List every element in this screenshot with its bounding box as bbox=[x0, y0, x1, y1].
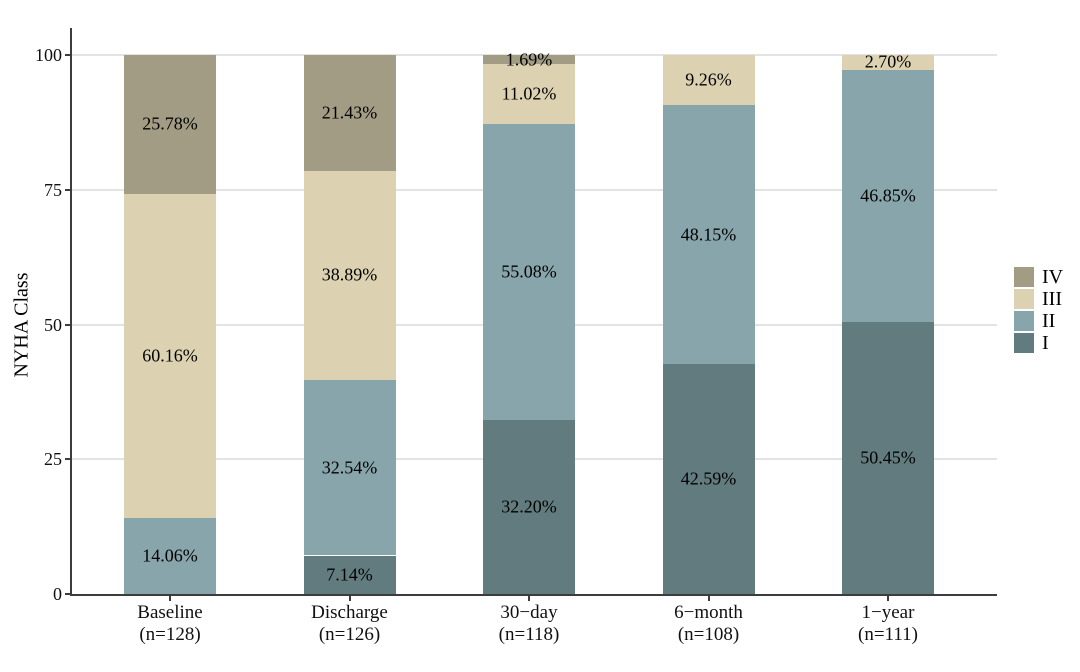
x-tick-label: Baseline (n=128) bbox=[80, 602, 260, 646]
legend-row: II bbox=[1014, 311, 1063, 331]
x-tick-mark bbox=[887, 596, 889, 601]
bar-segment-label: 11.02% bbox=[501, 83, 557, 104]
x-tick-mark bbox=[707, 596, 710, 601]
x-tick-label-line: (n=128) bbox=[139, 624, 201, 645]
bar-segment: 50.45% bbox=[842, 322, 934, 594]
legend-label: II bbox=[1042, 310, 1056, 332]
bar-segment-label: 21.43% bbox=[321, 102, 378, 123]
x-tick-label-line: (n=108) bbox=[677, 624, 740, 645]
x-tick-label-line: 30−day bbox=[500, 602, 558, 623]
legend-row: I bbox=[1014, 333, 1063, 353]
x-tick-mark bbox=[348, 596, 351, 601]
y-tick-mark bbox=[65, 323, 70, 326]
x-tick-label: Discharge (n=126) bbox=[260, 602, 440, 646]
bar-segment-label: 32.20% bbox=[501, 496, 557, 517]
legend-swatch bbox=[1014, 289, 1034, 309]
y-tick-label: 50 bbox=[44, 314, 62, 335]
bar-segment: 46.85% bbox=[842, 69, 934, 323]
bar-segment: 21.43% bbox=[303, 55, 396, 171]
y-tick-label: 25 bbox=[44, 449, 62, 470]
legend-label: IV bbox=[1042, 266, 1064, 288]
bar-segment-label: 7.14% bbox=[326, 564, 373, 585]
bar-segment: 32.54% bbox=[303, 380, 396, 556]
x-tick-label: 1−year (n=111) bbox=[798, 602, 978, 646]
legend-swatch bbox=[1014, 267, 1034, 287]
bar-segment: 25.78% bbox=[124, 55, 216, 194]
bar-segment-label: 9.26% bbox=[685, 69, 732, 90]
y-tick-label: 100 bbox=[35, 45, 62, 65]
x-tick-label: 30−day (n=118) bbox=[439, 602, 619, 646]
bar-segment: 48.15% bbox=[662, 104, 755, 365]
bar-segment: 38.89% bbox=[303, 170, 396, 381]
x-tick-mark bbox=[169, 596, 171, 601]
bar-segment: 2.70% bbox=[842, 51, 934, 72]
x-tick-mark bbox=[528, 596, 530, 601]
bar-segment-label: 38.89% bbox=[321, 264, 378, 285]
bar-segment: 7.14% bbox=[303, 555, 396, 594]
bar-segment: 9.26% bbox=[662, 55, 755, 105]
y-tick-mark bbox=[65, 593, 70, 595]
y-tick-mark bbox=[65, 188, 70, 191]
y-tick-label: 75 bbox=[44, 179, 62, 200]
legend-row: III bbox=[1014, 289, 1063, 309]
bar-segment-label: 14.06% bbox=[142, 545, 198, 566]
bar-segment-label: 60.16% bbox=[142, 345, 198, 366]
bar-segment-label: 32.54% bbox=[321, 457, 378, 478]
gridline bbox=[72, 54, 997, 56]
x-tick-label-line: 1−year bbox=[861, 602, 915, 623]
x-tick-label-line: Baseline bbox=[137, 602, 203, 623]
bar-segment-label: 55.08% bbox=[501, 261, 557, 282]
x-tick-label-line: 6−month bbox=[674, 602, 743, 623]
y-axis-line bbox=[70, 28, 72, 596]
y-tick-mark bbox=[65, 458, 70, 461]
legend-label: I bbox=[1042, 332, 1049, 354]
bar-segment: 14.06% bbox=[124, 518, 216, 594]
bar-segment-label: 42.59% bbox=[680, 468, 737, 489]
bar-segment: 11.02% bbox=[483, 64, 575, 124]
legend-swatch bbox=[1014, 333, 1034, 353]
legend-row: IV bbox=[1014, 267, 1063, 287]
bar-segment-label: 2.70% bbox=[864, 51, 912, 72]
legend-swatch bbox=[1014, 311, 1034, 331]
x-tick-label-line: (n=126) bbox=[318, 624, 381, 645]
bar-segment: 55.08% bbox=[483, 123, 575, 421]
y-tick-label: 0 bbox=[53, 584, 62, 604]
bar-segment-label: 25.78% bbox=[142, 113, 198, 134]
legend-label: III bbox=[1042, 288, 1062, 310]
bar-segment: 42.59% bbox=[662, 364, 755, 594]
bar-segment-label: 48.15% bbox=[680, 224, 737, 245]
x-tick-label-line: (n=111) bbox=[858, 624, 918, 645]
bar-segment: 60.16% bbox=[124, 193, 216, 519]
bar-segment: 1.69% bbox=[483, 49, 575, 69]
legend: IV III II I bbox=[1014, 267, 1063, 355]
x-axis-line bbox=[70, 594, 997, 596]
bar-segment-label: 1.69% bbox=[505, 49, 553, 70]
bar-segment: 32.20% bbox=[483, 420, 575, 594]
bar-segment-label: 46.85% bbox=[860, 185, 916, 206]
x-tick-label-line: (n=118) bbox=[498, 624, 560, 645]
y-tick-mark bbox=[65, 54, 70, 56]
bar-segment-label: 50.45% bbox=[860, 447, 916, 468]
x-tick-label: 6−month (n=108) bbox=[619, 602, 799, 646]
x-tick-label-line: Discharge bbox=[311, 602, 388, 623]
